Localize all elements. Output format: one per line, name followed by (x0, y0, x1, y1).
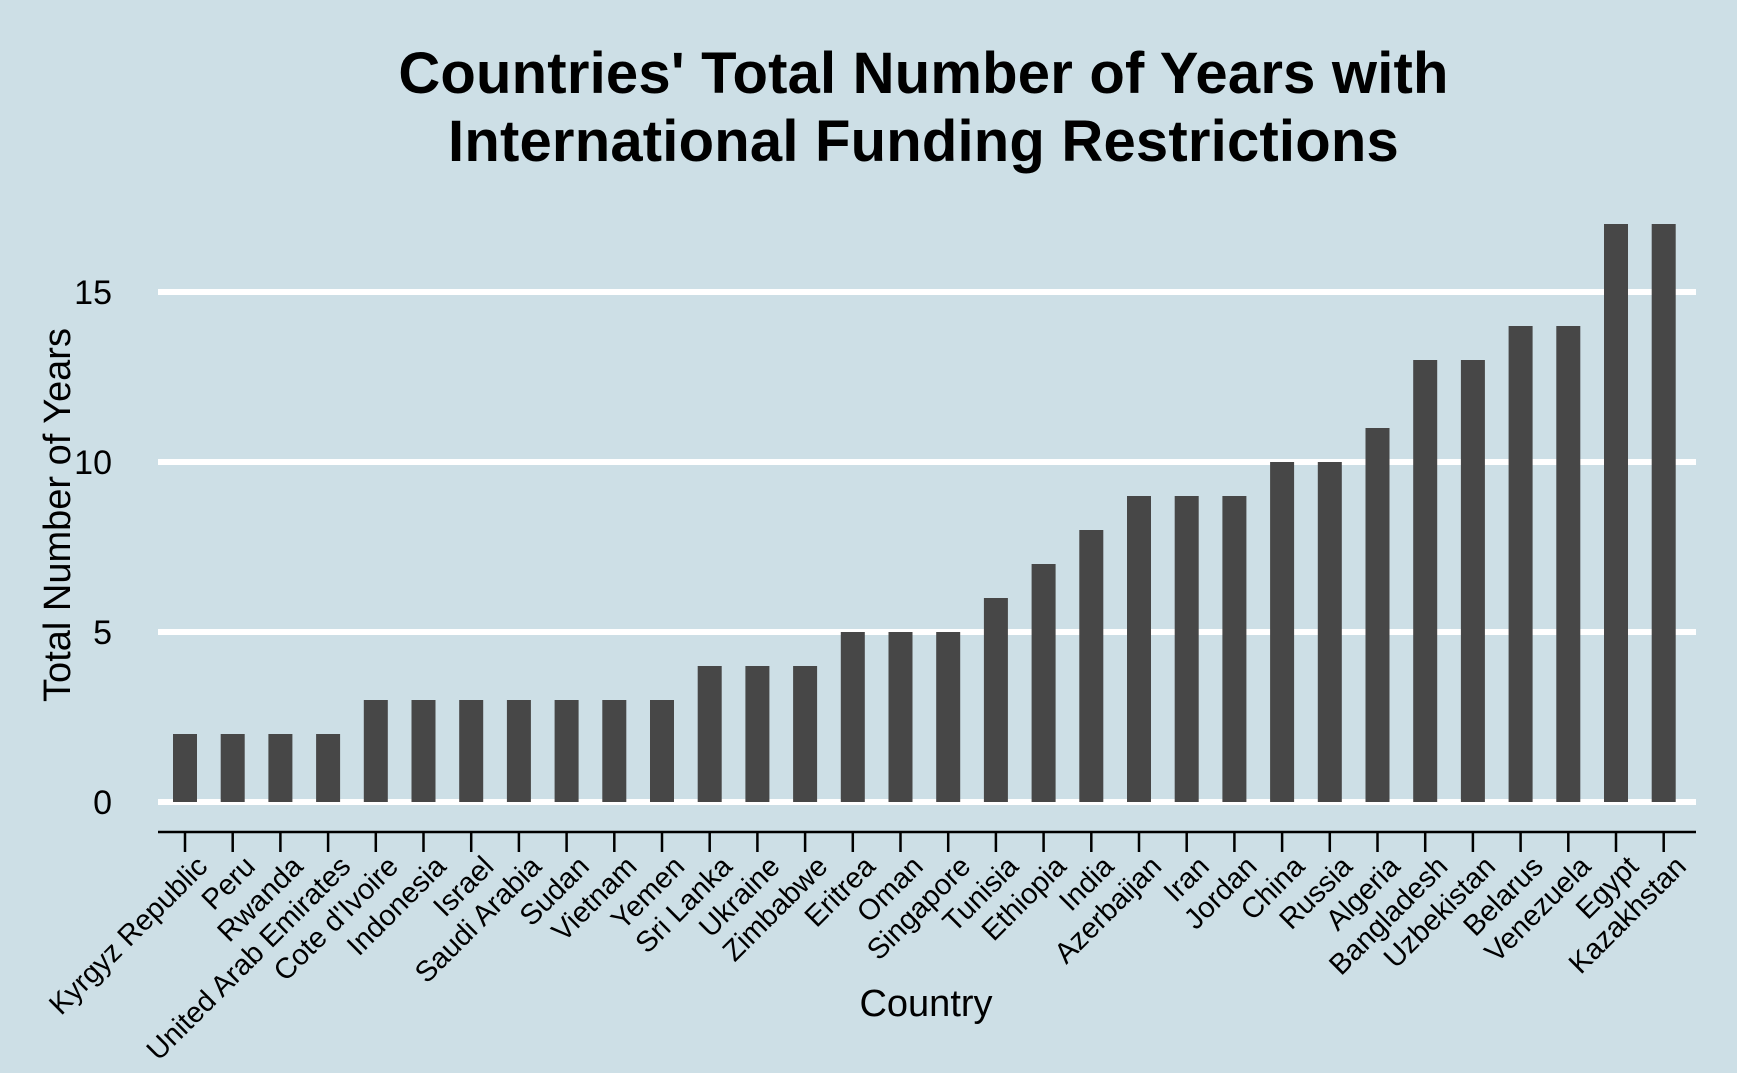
bar-israel (459, 700, 484, 802)
bar-china (1270, 462, 1295, 802)
bar-iran (1174, 496, 1199, 802)
bar-ethiopia (1031, 564, 1056, 802)
bar-venezuela (1556, 326, 1581, 802)
bar-sudan (554, 700, 579, 802)
bar-cote-d-ivoire (363, 700, 388, 802)
y-axis-title: Total Number of Years (37, 328, 79, 702)
bar-kazakhstan (1651, 224, 1676, 802)
y-tick-label: 10 (74, 444, 112, 482)
x-axis (158, 830, 1696, 852)
bar-singapore (936, 632, 961, 802)
bar-united-arab-emirates (316, 734, 341, 802)
y-tick-label: 0 (93, 784, 112, 822)
bar-peru (220, 734, 245, 802)
bar-uzbekistan (1460, 360, 1485, 802)
bar-bangladesh (1413, 360, 1438, 802)
bars (173, 224, 1676, 802)
bar-russia (1317, 462, 1342, 802)
bar-azerbaijan (1127, 496, 1151, 802)
bar-yemen (650, 700, 674, 802)
x-axis-title: Country (859, 983, 992, 1025)
bar-egypt (1604, 224, 1628, 802)
bar-indonesia (411, 700, 436, 802)
bar-jordan (1222, 496, 1247, 802)
bar-vietnam (602, 700, 627, 802)
bar-eritrea (840, 632, 865, 802)
bar-belarus (1508, 326, 1533, 802)
bar-sri-lanka (697, 666, 722, 802)
bar-india (1079, 530, 1104, 802)
bar-ukraine (745, 666, 770, 802)
bar-kyrgyz-republic (173, 734, 197, 802)
chart-title-line-2: International Funding Restrictions (448, 109, 1399, 174)
bar-oman (888, 632, 913, 802)
y-axis-ticks: 0 5 10 15 (74, 274, 112, 822)
bar-saudi-arabia (506, 700, 531, 802)
bar-zimbabwe (793, 666, 818, 802)
y-tick-label: 5 (93, 614, 112, 652)
chart-title-line-1: Countries' Total Number of Years with (398, 41, 1449, 106)
y-tick-label: 15 (74, 274, 112, 312)
bar-rwanda (268, 734, 293, 802)
bar-algeria (1365, 428, 1390, 802)
bar-tunisia (983, 598, 1008, 802)
